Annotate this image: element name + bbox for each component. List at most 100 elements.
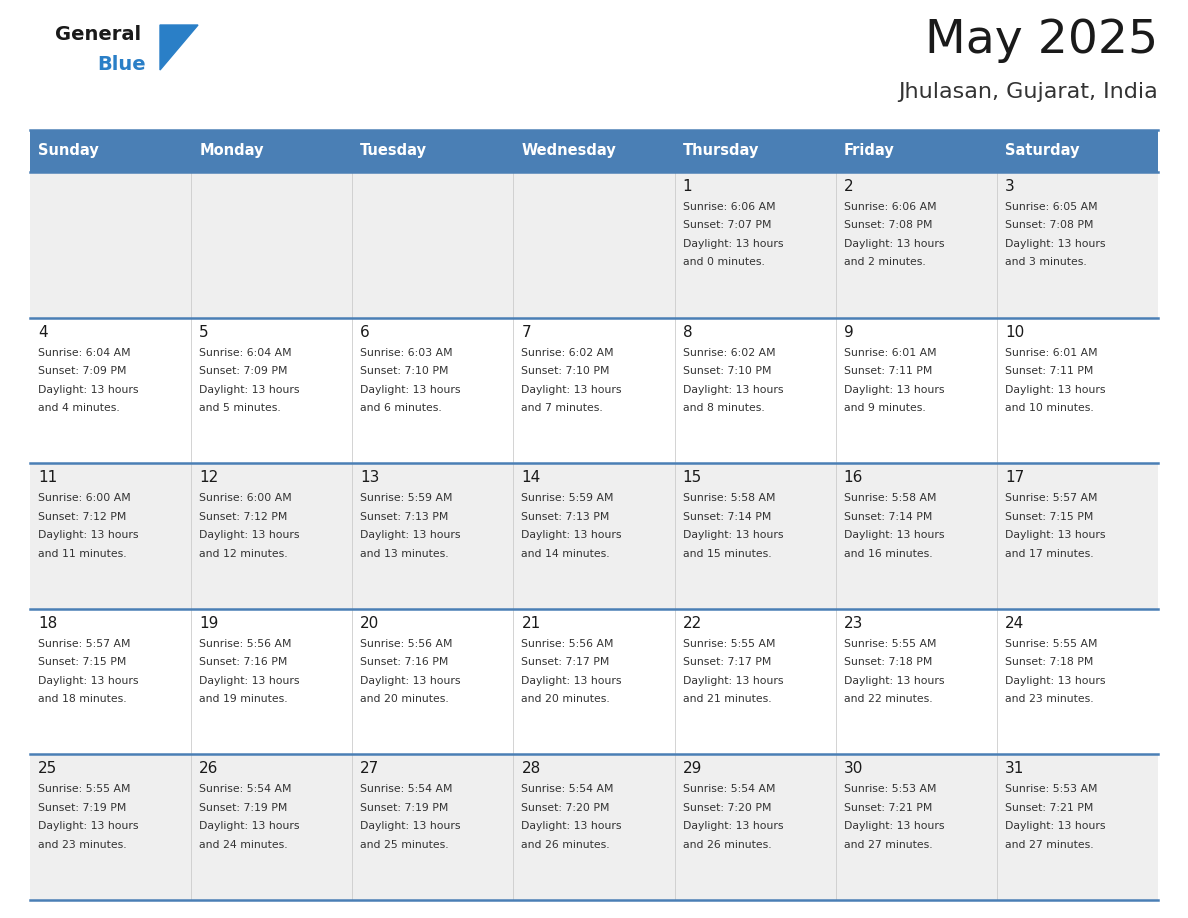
- Bar: [513, 172, 675, 318]
- Text: Sunrise: 5:54 AM: Sunrise: 5:54 AM: [200, 784, 292, 794]
- Bar: [191, 318, 353, 464]
- Bar: [835, 318, 997, 464]
- Text: and 19 minutes.: and 19 minutes.: [200, 694, 287, 704]
- Text: and 18 minutes.: and 18 minutes.: [38, 694, 127, 704]
- Text: Sunset: 7:17 PM: Sunset: 7:17 PM: [522, 657, 609, 667]
- Text: 11: 11: [38, 470, 57, 486]
- Bar: [353, 609, 513, 755]
- Text: Daylight: 13 hours: Daylight: 13 hours: [200, 385, 299, 395]
- Text: Sunset: 7:12 PM: Sunset: 7:12 PM: [200, 511, 287, 521]
- Text: and 20 minutes.: and 20 minutes.: [360, 694, 449, 704]
- Text: 3: 3: [1005, 179, 1015, 194]
- Text: Sunrise: 5:58 AM: Sunrise: 5:58 AM: [683, 493, 775, 503]
- Text: Daylight: 13 hours: Daylight: 13 hours: [843, 531, 944, 540]
- Text: 21: 21: [522, 616, 541, 631]
- Text: and 22 minutes.: and 22 minutes.: [843, 694, 933, 704]
- Text: 5: 5: [200, 325, 209, 340]
- Text: Sunset: 7:10 PM: Sunset: 7:10 PM: [522, 366, 609, 376]
- Text: Sunset: 7:18 PM: Sunset: 7:18 PM: [843, 657, 933, 667]
- Bar: [997, 464, 1158, 609]
- Text: 8: 8: [683, 325, 693, 340]
- Bar: [675, 755, 835, 900]
- Text: Blue: Blue: [97, 55, 146, 74]
- Text: and 3 minutes.: and 3 minutes.: [1005, 258, 1087, 267]
- Text: Sunset: 7:14 PM: Sunset: 7:14 PM: [683, 511, 771, 521]
- Text: Daylight: 13 hours: Daylight: 13 hours: [843, 676, 944, 686]
- Text: and 24 minutes.: and 24 minutes.: [200, 840, 287, 850]
- Text: Sunrise: 5:53 AM: Sunrise: 5:53 AM: [843, 784, 936, 794]
- Text: and 8 minutes.: and 8 minutes.: [683, 403, 764, 413]
- Bar: [513, 318, 675, 464]
- Text: 4: 4: [38, 325, 48, 340]
- Text: Sunset: 7:12 PM: Sunset: 7:12 PM: [38, 511, 126, 521]
- Text: Sunset: 7:16 PM: Sunset: 7:16 PM: [200, 657, 287, 667]
- Text: Sunset: 7:19 PM: Sunset: 7:19 PM: [200, 803, 287, 813]
- Bar: [353, 172, 513, 318]
- Text: Daylight: 13 hours: Daylight: 13 hours: [1005, 239, 1105, 249]
- Text: Daylight: 13 hours: Daylight: 13 hours: [38, 822, 139, 832]
- Text: General: General: [55, 25, 141, 44]
- Text: and 21 minutes.: and 21 minutes.: [683, 694, 771, 704]
- Text: 22: 22: [683, 616, 702, 631]
- Text: 1: 1: [683, 179, 693, 194]
- Text: Sunrise: 6:02 AM: Sunrise: 6:02 AM: [522, 348, 614, 358]
- Text: 30: 30: [843, 761, 864, 777]
- Text: 18: 18: [38, 616, 57, 631]
- Text: 2: 2: [843, 179, 853, 194]
- Bar: [30, 172, 191, 318]
- Text: Sunset: 7:08 PM: Sunset: 7:08 PM: [843, 220, 933, 230]
- Text: 12: 12: [200, 470, 219, 486]
- Text: and 26 minutes.: and 26 minutes.: [683, 840, 771, 850]
- Text: Sunset: 7:13 PM: Sunset: 7:13 PM: [522, 511, 609, 521]
- Text: Sunrise: 5:54 AM: Sunrise: 5:54 AM: [683, 784, 775, 794]
- Text: Daylight: 13 hours: Daylight: 13 hours: [843, 239, 944, 249]
- Text: and 14 minutes.: and 14 minutes.: [522, 549, 611, 559]
- Text: 15: 15: [683, 470, 702, 486]
- Text: Saturday: Saturday: [1005, 143, 1080, 159]
- Text: Sunrise: 5:55 AM: Sunrise: 5:55 AM: [38, 784, 131, 794]
- Text: Daylight: 13 hours: Daylight: 13 hours: [360, 385, 461, 395]
- Bar: [997, 755, 1158, 900]
- Text: Sunrise: 6:01 AM: Sunrise: 6:01 AM: [843, 348, 936, 358]
- Text: Sunrise: 5:58 AM: Sunrise: 5:58 AM: [843, 493, 936, 503]
- Text: 26: 26: [200, 761, 219, 777]
- Text: Sunrise: 6:05 AM: Sunrise: 6:05 AM: [1005, 202, 1098, 212]
- Text: Daylight: 13 hours: Daylight: 13 hours: [843, 385, 944, 395]
- Bar: [513, 755, 675, 900]
- Text: 7: 7: [522, 325, 531, 340]
- Text: and 13 minutes.: and 13 minutes.: [360, 549, 449, 559]
- Text: Daylight: 13 hours: Daylight: 13 hours: [200, 822, 299, 832]
- Bar: [835, 755, 997, 900]
- Text: and 16 minutes.: and 16 minutes.: [843, 549, 933, 559]
- Bar: [30, 464, 191, 609]
- Text: Sunrise: 6:02 AM: Sunrise: 6:02 AM: [683, 348, 776, 358]
- Bar: [30, 609, 191, 755]
- Text: and 5 minutes.: and 5 minutes.: [200, 403, 280, 413]
- Text: Daylight: 13 hours: Daylight: 13 hours: [1005, 676, 1105, 686]
- Bar: [513, 609, 675, 755]
- Bar: [835, 464, 997, 609]
- Text: Sunset: 7:15 PM: Sunset: 7:15 PM: [38, 657, 126, 667]
- Text: 17: 17: [1005, 470, 1024, 486]
- Text: Sunset: 7:11 PM: Sunset: 7:11 PM: [1005, 366, 1093, 376]
- Text: Daylight: 13 hours: Daylight: 13 hours: [843, 822, 944, 832]
- Text: Monday: Monday: [200, 143, 264, 159]
- Text: and 23 minutes.: and 23 minutes.: [1005, 694, 1093, 704]
- Bar: [675, 172, 835, 318]
- Text: Sunset: 7:17 PM: Sunset: 7:17 PM: [683, 657, 771, 667]
- Text: 10: 10: [1005, 325, 1024, 340]
- Text: 28: 28: [522, 761, 541, 777]
- Text: and 20 minutes.: and 20 minutes.: [522, 694, 611, 704]
- Text: Sunrise: 5:59 AM: Sunrise: 5:59 AM: [360, 493, 453, 503]
- Text: Sunrise: 6:04 AM: Sunrise: 6:04 AM: [38, 348, 131, 358]
- Text: Sunrise: 6:06 AM: Sunrise: 6:06 AM: [843, 202, 936, 212]
- Text: Sunrise: 5:56 AM: Sunrise: 5:56 AM: [360, 639, 453, 649]
- Bar: [675, 464, 835, 609]
- Bar: [30, 755, 191, 900]
- Text: Daylight: 13 hours: Daylight: 13 hours: [200, 676, 299, 686]
- Text: Sunrise: 5:55 AM: Sunrise: 5:55 AM: [843, 639, 936, 649]
- Text: and 6 minutes.: and 6 minutes.: [360, 403, 442, 413]
- Bar: [191, 609, 353, 755]
- Bar: [675, 609, 835, 755]
- Text: Sunrise: 5:56 AM: Sunrise: 5:56 AM: [522, 639, 614, 649]
